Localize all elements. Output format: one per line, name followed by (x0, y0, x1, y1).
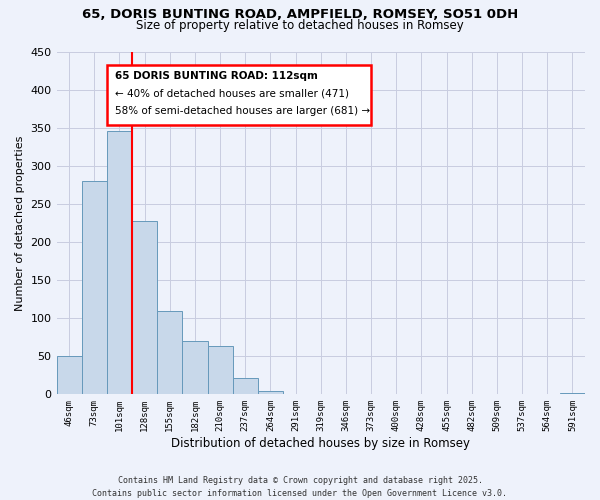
Bar (233, 378, 258, 394)
Bar (132, 220, 157, 394)
Bar (107, 132, 132, 394)
Bar (82, 181, 107, 394)
Bar (182, 341, 208, 394)
Bar (208, 346, 233, 395)
X-axis label: Distribution of detached houses by size in Romsey: Distribution of detached houses by size … (171, 437, 470, 450)
Text: Size of property relative to detached houses in Romsey: Size of property relative to detached ho… (136, 18, 464, 32)
Bar (560, 393, 585, 394)
Text: 58% of semi-detached houses are larger (681) →: 58% of semi-detached houses are larger (… (115, 106, 370, 116)
Text: ← 40% of detached houses are smaller (471): ← 40% of detached houses are smaller (47… (115, 88, 349, 99)
Text: Contains HM Land Registry data © Crown copyright and database right 2025.
Contai: Contains HM Land Registry data © Crown c… (92, 476, 508, 498)
Bar (56, 356, 82, 395)
Y-axis label: Number of detached properties: Number of detached properties (15, 135, 25, 310)
FancyBboxPatch shape (107, 65, 371, 125)
Text: 65 DORIS BUNTING ROAD: 112sqm: 65 DORIS BUNTING ROAD: 112sqm (115, 72, 317, 82)
Bar (157, 310, 182, 394)
Text: 65, DORIS BUNTING ROAD, AMPFIELD, ROMSEY, SO51 0DH: 65, DORIS BUNTING ROAD, AMPFIELD, ROMSEY… (82, 8, 518, 20)
Bar (258, 390, 283, 394)
